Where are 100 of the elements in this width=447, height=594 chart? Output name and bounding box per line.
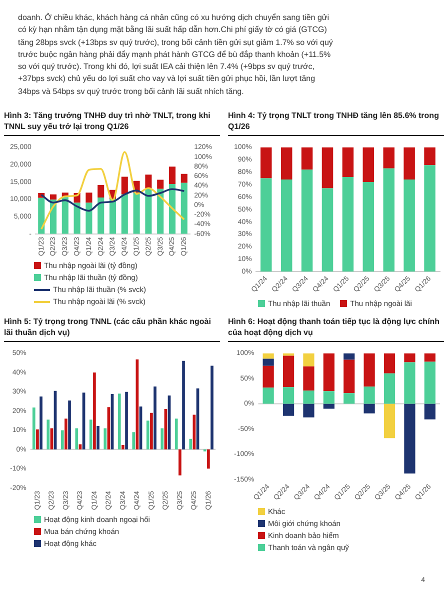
bar	[404, 353, 416, 362]
bar	[303, 390, 314, 404]
bar	[342, 147, 354, 178]
bar	[364, 386, 375, 404]
bar	[260, 147, 272, 178]
bar	[182, 360, 185, 450]
bar	[109, 198, 116, 234]
bar	[133, 192, 140, 234]
bar	[424, 353, 436, 362]
bar	[364, 404, 375, 414]
bar	[86, 192, 92, 203]
bar	[384, 353, 396, 374]
bar	[146, 420, 150, 450]
bar	[282, 404, 294, 416]
bar	[160, 428, 164, 450]
bar	[145, 188, 152, 234]
bar	[303, 404, 314, 418]
bar	[262, 366, 274, 388]
bar	[78, 444, 82, 450]
bar	[260, 178, 272, 272]
bar	[424, 165, 436, 272]
bar	[189, 438, 192, 450]
chart-title: Hình 6: Hoạt động thanh toán tiếp tục là động lực chính của hoạt động dịch vụ	[228, 316, 444, 342]
bar	[68, 400, 71, 450]
bar	[36, 429, 39, 450]
bar	[383, 168, 394, 272]
bar	[342, 177, 354, 272]
bar	[75, 428, 78, 450]
bar	[62, 197, 68, 234]
bar	[40, 396, 42, 450]
bar	[282, 356, 294, 388]
bar	[32, 407, 36, 450]
bar	[404, 180, 415, 272]
chart-title: Hình 4: Tỷ trọng TNLT trong TNHĐ tăng lên 85.6% trong Q1/26	[228, 110, 444, 136]
bar	[303, 366, 314, 391]
bar	[323, 353, 334, 392]
bar	[89, 420, 92, 450]
bar	[38, 198, 45, 234]
bar	[125, 392, 128, 450]
bar	[303, 353, 314, 366]
bar	[145, 174, 152, 188]
bar	[60, 430, 64, 450]
bar	[207, 449, 210, 469]
bar	[301, 147, 313, 170]
bar	[180, 182, 188, 234]
bar	[404, 147, 415, 180]
bar	[174, 418, 178, 450]
bar	[86, 202, 92, 234]
bar	[122, 445, 124, 450]
bar	[322, 147, 334, 188]
bar	[132, 432, 136, 450]
bar	[344, 353, 355, 360]
bar	[98, 198, 104, 234]
bar	[168, 184, 176, 234]
chart-title: Hình 5: Tỷ trọng trong TNNL (các cấu phần khác ngoài lãi thuần dịch vụ)	[4, 316, 220, 342]
bar	[322, 188, 334, 272]
bar	[364, 353, 375, 387]
bar	[404, 404, 416, 474]
bar	[384, 373, 396, 404]
bar	[98, 185, 104, 198]
bar	[262, 353, 274, 359]
line-series	[40, 151, 186, 230]
bar	[262, 358, 274, 366]
bar	[384, 404, 396, 438]
bar	[301, 170, 313, 272]
bar	[344, 393, 355, 404]
bar	[154, 386, 156, 450]
bar	[210, 366, 214, 450]
bar	[424, 362, 436, 404]
bar	[404, 362, 416, 404]
bar	[157, 180, 164, 189]
bar	[383, 147, 394, 168]
bar	[282, 387, 294, 404]
bar	[74, 202, 80, 234]
line-series	[40, 188, 186, 212]
bar	[93, 372, 96, 450]
bar	[424, 147, 436, 166]
bar	[150, 412, 153, 450]
bar	[280, 180, 292, 272]
bar	[280, 147, 292, 180]
bar	[323, 391, 334, 404]
bar	[121, 176, 128, 194]
bar	[96, 426, 100, 450]
bar	[121, 194, 128, 234]
bar	[50, 194, 57, 200]
bar	[180, 174, 188, 183]
bar	[323, 404, 334, 409]
text: doanh. Ở chiều khác, khách hàng cá nhân cũng có xu hướng dịch chuyển sang tiền gửi có kỳ hạn nhằm tận dụng mặt bằng lãi suất hấp dẫn hơn.Chi phí giấy tờ có giá (GTCG) tăng 28bps svck (+13bps sv quý trước), trong bối cảnh tiền gửi sụt giảm 1.7% so với quý trước buộc ngân hàng phải đẩy mạnh phát hành GTCG để bù đắp thanh khoản (+11.5% so với quý trước). Trong khi đó, lợi suất IEA cải thiện lên 7.4% (+9bps sv quý trước, +37bps svck) chủ yếu do lợi suất cho vay và lợi suất tiền gửi phục hồi, lần lượt tăng 34bps và 54bps sv quý trước trong bối cảnh lãi suất nhích tăng.	[18, 12, 334, 98]
bar	[424, 404, 436, 420]
bar	[362, 147, 374, 182]
bar	[104, 428, 107, 450]
chart-title: Hình 3: Tăng trưởng TNHĐ duy trì nhờ TNLT, trong khi TNNL suy yếu trở lại trong Q1/26	[4, 110, 220, 136]
bar	[362, 182, 374, 272]
bar	[344, 360, 355, 394]
bar	[262, 388, 274, 404]
bar	[168, 166, 176, 184]
bar	[178, 449, 182, 476]
bar	[46, 420, 50, 450]
bar	[118, 394, 121, 450]
bar	[64, 418, 68, 450]
